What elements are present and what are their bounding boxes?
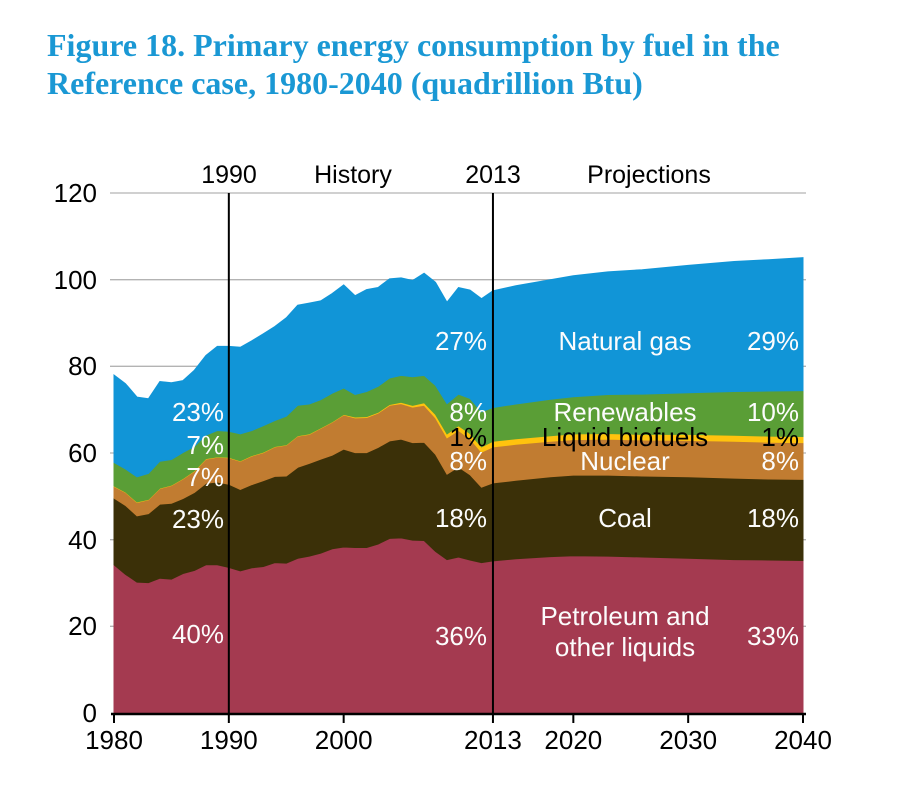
share-label-1990-natural-gas: 23% [171, 397, 224, 427]
y-axis-label-120: 120 [53, 178, 97, 208]
share-label-2013-petroleum-and-other-liquids: 36% [434, 621, 487, 651]
x-axis-label-1980: 1980 [85, 725, 143, 755]
y-axis-label-0: 0 [82, 698, 97, 728]
share-label-2040-nuclear: 8% [761, 446, 799, 476]
series-label-nuclear: Nuclear [580, 446, 670, 476]
share-label-2013-natural-gas: 27% [434, 326, 487, 356]
projections-label: Projections [587, 161, 711, 189]
series-label-natural-gas: Natural gas [558, 326, 692, 356]
share-label-2040-coal: 18% [746, 503, 799, 533]
series-label-petroleum-and-other-liquids: Petroleum and other liquids [540, 601, 710, 662]
series-label-coal: Coal [598, 503, 652, 533]
history-label: History [314, 161, 392, 189]
share-label-2040-petroleum-and-other-liquids: 33% [746, 621, 799, 651]
x-axis-label-2030: 2030 [659, 725, 718, 755]
chart-area-natural-gas [113, 257, 804, 478]
y-axis-label-100: 100 [53, 264, 97, 295]
x-axis-label-2040: 2040 [774, 725, 832, 755]
share-label-2040-liquid-biofuels: 1% [761, 422, 799, 452]
figure-title-line2: Reference case, 1980-2040 (quadrillion B… [47, 65, 643, 101]
x-axis-label-2000: 2000 [314, 725, 373, 755]
share-label-2040-natural-gas: 29% [746, 326, 799, 356]
figure-title: Figure 18. Primary energy consumption by… [47, 26, 867, 102]
y-axis-label-60: 60 [68, 438, 97, 468]
share-label-1990-petroleum-and-other-liquids: 40% [171, 619, 224, 649]
x-axis-label-1990: 1990 [199, 725, 258, 755]
share-label-1990-nuclear: 7% [186, 462, 224, 492]
y-axis-label-40: 40 [68, 524, 97, 555]
share-label-2013-coal: 18% [434, 503, 487, 533]
divider-label-1990: 1990 [201, 161, 257, 189]
x-axis-label-2013: 2013 [464, 725, 522, 755]
y-axis-label-20: 20 [68, 611, 97, 642]
y-axis-label-80: 80 [68, 351, 97, 382]
figure-title-line1: Figure 18. Primary energy consumption by… [47, 27, 780, 63]
share-label-1990-renewables: 7% [186, 430, 224, 460]
share-label-2013-renewables: 8% [449, 397, 487, 427]
share-label-1990-coal: 23% [171, 504, 224, 534]
share-label-2013-nuclear: 8% [449, 446, 487, 476]
x-axis-label-2020: 2020 [544, 725, 603, 755]
divider-label-2013: 2013 [465, 161, 521, 189]
series-label-liquid-biofuels: Liquid biofuels [541, 422, 709, 452]
series-label-renewables: Renewables [553, 397, 697, 427]
share-label-2013-liquid-biofuels: 1% [449, 422, 487, 452]
share-label-2040-renewables: 10% [746, 397, 799, 427]
